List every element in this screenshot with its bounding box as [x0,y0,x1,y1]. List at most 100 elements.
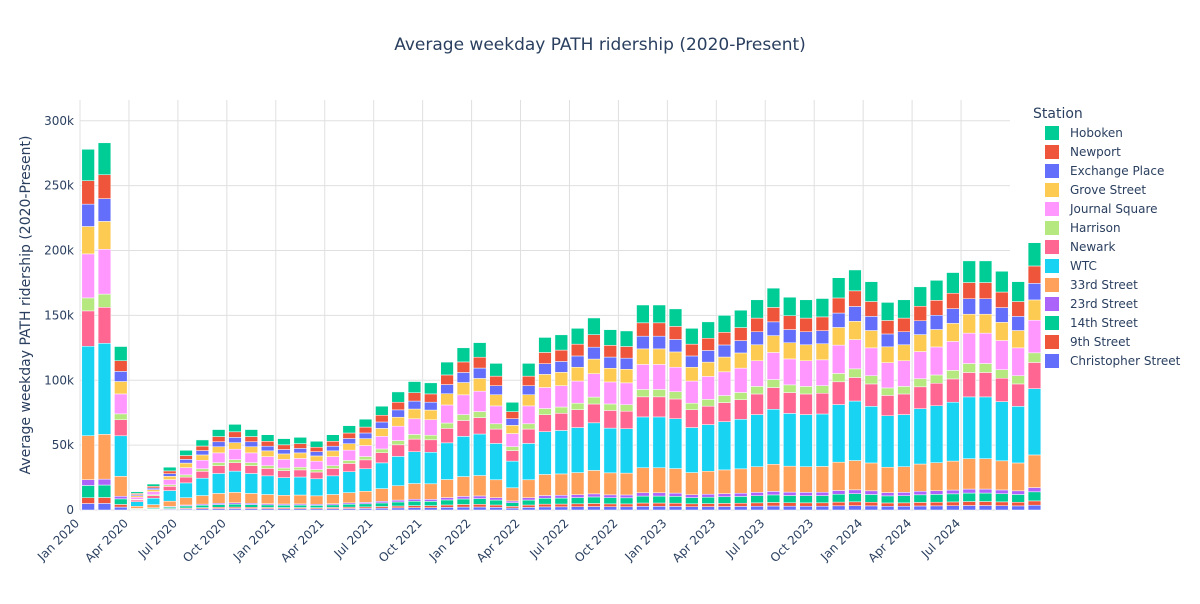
bar-segment[interactable] [898,300,911,318]
bar-segment[interactable] [620,358,633,369]
bar-segment[interactable] [588,494,601,497]
bar-segment[interactable] [881,334,894,347]
bar-segment[interactable] [522,480,535,498]
bar-segment[interactable] [702,338,715,350]
bar-segment[interactable] [898,386,911,394]
bar-segment[interactable] [490,507,503,510]
bar-segment[interactable] [930,280,943,300]
bar-segment[interactable] [196,446,209,451]
bar-segment[interactable] [131,500,144,502]
bar-segment[interactable] [637,506,650,510]
bar-segment[interactable] [881,493,894,496]
bar-segment[interactable] [849,306,862,321]
bar-segment[interactable] [229,504,242,507]
bar-segment[interactable] [914,506,927,510]
bar-segment[interactable] [898,394,911,415]
bar-segment[interactable] [669,419,682,469]
bar-segment[interactable] [930,329,943,346]
bar-segment[interactable] [261,457,274,466]
bar-segment[interactable] [669,503,682,506]
bar-segment[interactable] [196,451,209,455]
bar-segment[interactable] [555,350,568,361]
bar-segment[interactable] [1028,300,1041,320]
bar-segment[interactable] [849,490,862,494]
bar-segment[interactable] [555,361,568,372]
bar-segment[interactable] [930,347,943,375]
bar-segment[interactable] [555,335,568,350]
bar-segment[interactable] [702,425,715,472]
bar-segment[interactable] [424,508,437,510]
legend-swatch[interactable] [1045,145,1059,159]
bar-segment[interactable] [343,444,356,450]
bar-segment[interactable] [914,306,927,321]
bar-segment[interactable] [163,474,176,477]
bar-segment[interactable] [734,328,747,341]
bar-segment[interactable] [604,382,617,404]
bar-segment[interactable] [881,320,894,333]
bar-segment[interactable] [685,403,698,410]
bar-segment[interactable] [441,375,454,385]
bar-segment[interactable] [359,491,372,502]
bar-segment[interactable] [604,410,617,428]
bar-segment[interactable] [180,477,193,483]
bar-segment[interactable] [555,413,568,430]
legend-swatch[interactable] [1045,335,1059,349]
bar-segment[interactable] [588,397,601,404]
bar-segment[interactable] [278,454,291,459]
bar-segment[interactable] [163,476,176,479]
bar-segment[interactable] [816,414,829,466]
bar-segment[interactable] [310,470,323,472]
bar-segment[interactable] [800,318,813,332]
bar-segment[interactable] [620,507,633,510]
bar-segment[interactable] [180,456,193,460]
bar-segment[interactable] [490,376,503,386]
bar-segment[interactable] [294,458,307,467]
bar-segment[interactable] [571,473,584,495]
bar-segment[interactable] [359,419,372,427]
bar-segment[interactable] [898,318,911,332]
bar-segment[interactable] [832,373,845,381]
bar-segment[interactable] [392,441,405,445]
bar-segment[interactable] [588,374,601,397]
bar-segment[interactable] [702,504,715,507]
bar-segment[interactable] [441,428,454,442]
bar-segment[interactable] [457,496,470,499]
bar-segment[interactable] [555,498,568,504]
bar-segment[interactable] [229,471,242,492]
bar-segment[interactable] [816,386,829,394]
bar-segment[interactable] [310,447,323,451]
bar-segment[interactable] [359,460,372,469]
bar-segment[interactable] [408,439,421,452]
bar-segment[interactable] [522,500,535,505]
bar-segment[interactable] [637,496,650,503]
bar-segment[interactable] [82,149,95,180]
bar-segment[interactable] [359,427,372,433]
bar-segment[interactable] [963,489,976,493]
bar-segment[interactable] [555,504,568,507]
bar-segment[interactable] [783,297,796,316]
bar-segment[interactable] [98,221,111,249]
bar-segment[interactable] [767,388,780,410]
bar-segment[interactable] [702,350,715,362]
bar-segment[interactable] [229,463,242,471]
bar-segment[interactable] [278,471,291,478]
bar-segment[interactable] [604,495,617,498]
bar-segment[interactable] [767,495,780,503]
bar-segment[interactable] [832,382,845,405]
bar-segment[interactable] [963,493,976,501]
bar-segment[interactable] [751,300,764,318]
bar-segment[interactable] [506,461,519,488]
bar-segment[interactable] [832,490,845,494]
bar-segment[interactable] [114,436,127,477]
bar-segment[interactable] [98,479,111,485]
bar-segment[interactable] [1012,463,1025,491]
bar-segment[interactable] [783,492,796,495]
bar-segment[interactable] [620,383,633,405]
bar-segment[interactable] [620,369,633,383]
bar-segment[interactable] [620,347,633,359]
bar-segment[interactable] [865,506,878,510]
bar-segment[interactable] [865,348,878,376]
bar-segment[interactable] [212,453,225,463]
bar-segment[interactable] [914,379,927,387]
bar-segment[interactable] [261,466,274,469]
